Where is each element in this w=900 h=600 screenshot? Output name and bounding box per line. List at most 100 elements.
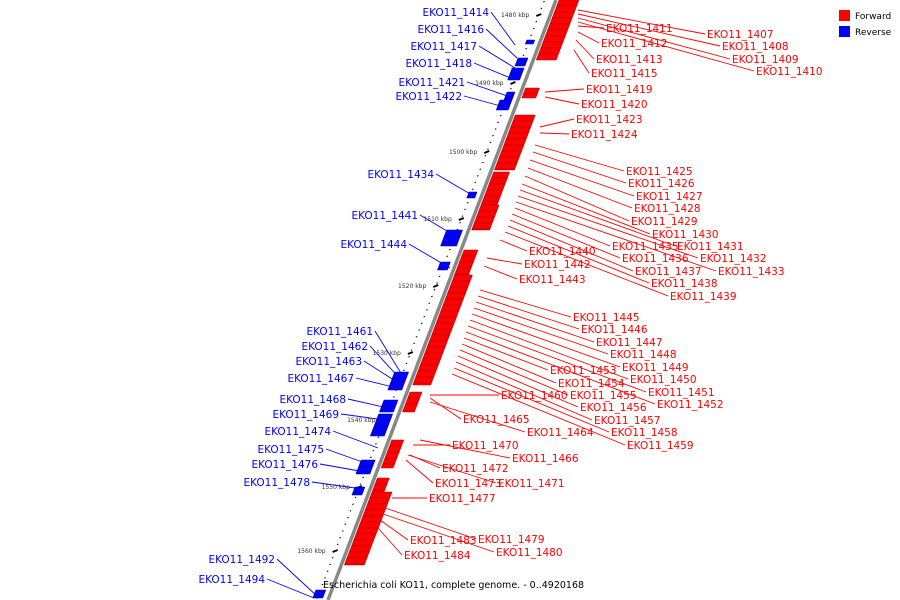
forward-gene-label[interactable]: EKO11_1459 (627, 440, 694, 452)
forward-gene-label[interactable]: EKO11_1473 (435, 478, 502, 490)
forward-gene-label[interactable]: EKO11_1483 (410, 535, 477, 547)
minor-tick (499, 114, 502, 117)
leader-line (477, 295, 580, 330)
minor-tick (471, 188, 474, 191)
forward-gene-label[interactable]: EKO11_1425 (626, 166, 693, 178)
reverse-gene-label[interactable]: EKO11_1467 (287, 373, 354, 385)
minor-tick (431, 295, 433, 298)
forward-gene-label[interactable]: EKO11_1448 (610, 349, 677, 361)
forward-gene-label[interactable]: EKO11_1471 (498, 478, 565, 490)
forward-gene-label[interactable]: EKO11_1458 (611, 427, 678, 439)
reverse-gene-label[interactable]: EKO11_1418 (405, 58, 472, 70)
tick-label: 1550 kbp (322, 484, 350, 491)
reverse-gene-label[interactable]: EKO11_1478 (243, 477, 310, 489)
forward-gene-label[interactable]: EKO11_1455 (570, 390, 637, 402)
forward-gene-label[interactable]: EKO11_1427 (636, 191, 703, 203)
forward-gene-block (364, 503, 388, 511)
forward-gene-label[interactable]: EKO11_1424 (571, 129, 638, 141)
forward-gene-block (402, 409, 416, 413)
forward-gene-label[interactable]: EKO11_1460 (501, 390, 568, 402)
forward-gene-label[interactable]: EKO11_1440 (529, 246, 596, 258)
leader-line (479, 289, 572, 318)
forward-gene-label[interactable]: EKO11_1452 (657, 399, 724, 411)
forward-gene-label[interactable]: EKO11_1426 (628, 178, 695, 190)
forward-gene-label[interactable]: EKO11_1465 (463, 414, 530, 426)
minor-tick (329, 563, 331, 566)
forward-gene-block (360, 515, 384, 523)
forward-gene-label[interactable]: EKO11_1447 (596, 337, 663, 349)
forward-gene-label[interactable]: EKO11_1453 (550, 365, 617, 377)
forward-gene-label[interactable]: EKO11_1428 (634, 203, 701, 215)
forward-gene-label[interactable]: EKO11_1411 (606, 23, 673, 35)
minor-tick (489, 141, 492, 144)
forward-gene-label[interactable]: EKO11_1429 (631, 216, 698, 228)
minor-tick (347, 516, 349, 519)
forward-gene-block (505, 132, 529, 140)
leader-line (490, 11, 516, 46)
leader-line (577, 13, 721, 47)
forward-gene-label[interactable]: EKO11_1407 (707, 29, 774, 41)
reverse-gene-label[interactable]: EKO11_1414 (422, 7, 489, 19)
reverse-gene-label[interactable]: EKO11_1475 (257, 444, 324, 456)
forward-gene-label[interactable]: EKO11_1472 (442, 463, 509, 475)
forward-gene-label[interactable]: EKO11_1466 (512, 453, 579, 465)
reverse-gene-label[interactable]: EKO11_1492 (208, 554, 275, 566)
forward-gene-label[interactable]: EKO11_1439 (670, 291, 737, 303)
reverse-gene-label[interactable]: EKO11_1421 (398, 77, 465, 89)
reverse-gene-label[interactable]: EKO11_1417 (410, 41, 477, 53)
forward-gene-label[interactable]: EKO11_1479 (478, 534, 545, 546)
forward-gene-label[interactable]: EKO11_1449 (622, 362, 689, 374)
reverse-gene-label[interactable]: EKO11_1469 (272, 409, 339, 421)
forward-gene-label[interactable]: EKO11_1454 (558, 378, 625, 390)
forward-gene-block (371, 489, 386, 493)
forward-gene-label[interactable]: EKO11_1420 (581, 99, 648, 111)
reverse-gene-label[interactable]: EKO11_1474 (264, 426, 331, 438)
minor-tick (479, 168, 482, 170)
forward-gene-label[interactable]: EKO11_1442 (524, 259, 591, 271)
forward-gene-label[interactable]: EKO11_1408 (722, 41, 789, 53)
forward-gene-label[interactable]: EKO11_1436 (622, 253, 689, 265)
minor-tick (405, 362, 408, 365)
reverse-gene-label[interactable]: EKO11_1461 (306, 326, 373, 338)
forward-gene-label[interactable]: EKO11_1446 (581, 324, 648, 336)
forward-gene-label[interactable]: EKO11_1480 (496, 547, 563, 559)
forward-gene-label[interactable]: EKO11_1410 (756, 66, 823, 78)
forward-gene-label[interactable]: EKO11_1413 (596, 54, 663, 66)
reverse-gene-label[interactable]: EKO11_1476 (251, 459, 318, 471)
forward-gene-label[interactable]: EKO11_1419 (586, 84, 653, 96)
forward-gene-label[interactable]: EKO11_1430 (652, 229, 719, 241)
forward-gene-label[interactable]: EKO11_1477 (429, 493, 496, 505)
reverse-gene-label[interactable]: EKO11_1494 (198, 574, 265, 586)
forward-gene-label[interactable]: EKO11_1445 (573, 312, 640, 324)
reverse-gene-label[interactable]: EKO11_1441 (351, 210, 418, 222)
reverse-gene-label[interactable]: EKO11_1434 (367, 169, 434, 181)
forward-gene-label[interactable]: EKO11_1437 (635, 266, 702, 278)
forward-gene-label[interactable]: EKO11_1431 (677, 241, 744, 253)
forward-gene-label[interactable]: EKO11_1435 (612, 241, 679, 253)
forward-gene-label[interactable]: EKO11_1470 (452, 440, 519, 452)
forward-gene-label[interactable]: EKO11_1409 (732, 54, 799, 66)
reverse-gene-label[interactable]: EKO11_1468 (279, 394, 346, 406)
reverse-gene-label[interactable]: EKO11_1422 (395, 91, 462, 103)
forward-gene-label[interactable]: EKO11_1412 (601, 38, 668, 50)
forward-gene-label[interactable]: EKO11_1433 (718, 266, 785, 278)
forward-gene-label[interactable]: EKO11_1438 (651, 278, 718, 290)
reverse-gene-label[interactable]: EKO11_1416 (417, 24, 484, 36)
forward-gene-label[interactable]: EKO11_1457 (594, 415, 661, 427)
forward-gene-label[interactable]: EKO11_1450 (630, 374, 697, 386)
backbone-line (326, 0, 558, 600)
forward-gene-label[interactable]: EKO11_1484 (404, 550, 471, 562)
reverse-gene-label[interactable]: EKO11_1463 (295, 356, 362, 368)
forward-gene-label[interactable]: EKO11_1456 (580, 402, 647, 414)
legend-forward-swatch (839, 10, 850, 21)
forward-gene-label[interactable]: EKO11_1443 (519, 274, 586, 286)
forward-gene-label[interactable]: EKO11_1432 (700, 253, 767, 265)
reverse-gene-label[interactable]: EKO11_1444 (340, 239, 407, 251)
forward-gene-block (484, 189, 504, 197)
forward-gene-label[interactable]: EKO11_1464 (527, 427, 594, 439)
reverse-gene-label[interactable]: EKO11_1462 (301, 341, 368, 353)
forward-gene-label[interactable]: EKO11_1423 (576, 114, 643, 126)
forward-gene-label[interactable]: EKO11_1451 (648, 387, 715, 399)
forward-gene-label[interactable]: EKO11_1415 (591, 68, 658, 80)
forward-gene-block (503, 138, 527, 146)
